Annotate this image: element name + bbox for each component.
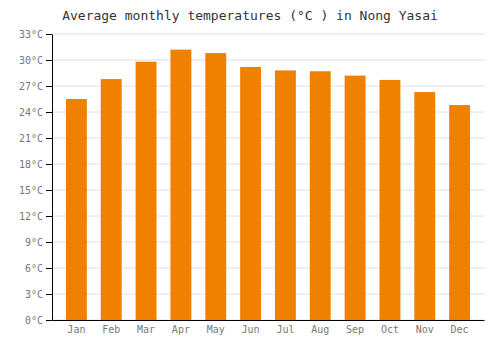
tick-mark [46, 242, 52, 243]
bar [240, 67, 261, 320]
bar [136, 62, 157, 320]
tick: Dec [451, 320, 469, 335]
x-axis: Jan Feb Mar Apr May Jun Jul Aug Sep Oct Nov Dec [53, 320, 485, 335]
grid [52, 34, 484, 320]
axis-line [52, 35, 53, 321]
tick-mark [46, 138, 52, 139]
bar [449, 105, 470, 320]
grid-line [52, 34, 484, 35]
tick-label: 15°C [19, 185, 43, 196]
tick-mark [46, 86, 52, 87]
tick: Aug [311, 320, 329, 335]
tick-label: Jul [276, 324, 294, 335]
tick: Jan [67, 320, 85, 335]
bar [345, 76, 366, 320]
grid-line [52, 60, 484, 61]
tick: 21°C [19, 133, 52, 144]
bar [275, 70, 296, 320]
tick-label: 24°C [19, 107, 43, 118]
tick-mark [46, 60, 52, 61]
bar [101, 79, 122, 320]
tick-label: 0°C [25, 315, 43, 326]
tick-mark [46, 34, 52, 35]
bar [170, 50, 191, 320]
tick-label: 12°C [19, 211, 43, 222]
axis-line [53, 320, 485, 321]
tick-mark [46, 164, 52, 165]
tick-mark [46, 190, 52, 191]
tick: Oct [381, 320, 399, 335]
tick-label: 21°C [19, 133, 43, 144]
bar [379, 80, 400, 320]
tick-mark [46, 268, 52, 269]
tick-label: 18°C [19, 159, 43, 170]
tick: Nov [416, 320, 434, 335]
bar [66, 99, 87, 320]
title: Average monthly temperatures (°C ) in No… [62, 8, 438, 23]
tick: 18°C [19, 159, 52, 170]
tick-label: 6°C [25, 263, 43, 274]
tick-mark [46, 112, 52, 113]
tick-label: Dec [451, 324, 469, 335]
tick-mark [46, 320, 52, 321]
tick-label: 9°C [25, 237, 43, 248]
tick-label: Jun [242, 324, 260, 335]
tick: 9°C [25, 237, 52, 248]
tick-label: Sep [346, 324, 364, 335]
tick-label: Mar [137, 324, 155, 335]
tick-mark [46, 216, 52, 217]
tick: Apr [172, 320, 190, 335]
tick: Feb [102, 320, 120, 335]
bar [310, 71, 331, 320]
tick-label: Feb [102, 324, 120, 335]
tick-label: 30°C [19, 55, 43, 66]
tick: May [207, 320, 225, 335]
tick: 15°C [19, 185, 52, 196]
tick-label: Nov [416, 324, 434, 335]
plot: Jan Feb Mar Apr May Jun Jul Aug Sep Oct Nov Dec 0°C 3… [19, 29, 485, 335]
tick: 24°C [19, 107, 52, 118]
tick: Mar [137, 320, 155, 335]
tick-mark [46, 294, 52, 295]
tick: Jul [276, 320, 294, 335]
tick: 12°C [19, 211, 52, 222]
chart: Average monthly temperatures (°C ) in No… [0, 0, 500, 350]
bar [205, 53, 226, 320]
bars [66, 50, 470, 320]
tick-label: Jan [67, 324, 85, 335]
y-axis: 0°C 3°C 6°C 9°C 12°C 15°C 18°C 21°C 24°C 27°C 30°C… [19, 29, 53, 326]
tick-label: 3°C [25, 289, 43, 300]
tick-label: 33°C [19, 29, 43, 40]
tick: 33°C [19, 29, 52, 40]
tick: Jun [242, 320, 260, 335]
bar [414, 92, 435, 320]
tick-label: 27°C [19, 81, 43, 92]
tick-label: Oct [381, 324, 399, 335]
tick-label: May [207, 324, 225, 335]
tick: 3°C [25, 289, 52, 300]
tick: 30°C [19, 55, 52, 66]
tick-label: Aug [311, 324, 329, 335]
tick: Sep [346, 320, 364, 335]
tick: 6°C [25, 263, 52, 274]
tick-label: Apr [172, 324, 190, 335]
tick: 27°C [19, 81, 52, 92]
tick: 0°C [25, 315, 52, 326]
